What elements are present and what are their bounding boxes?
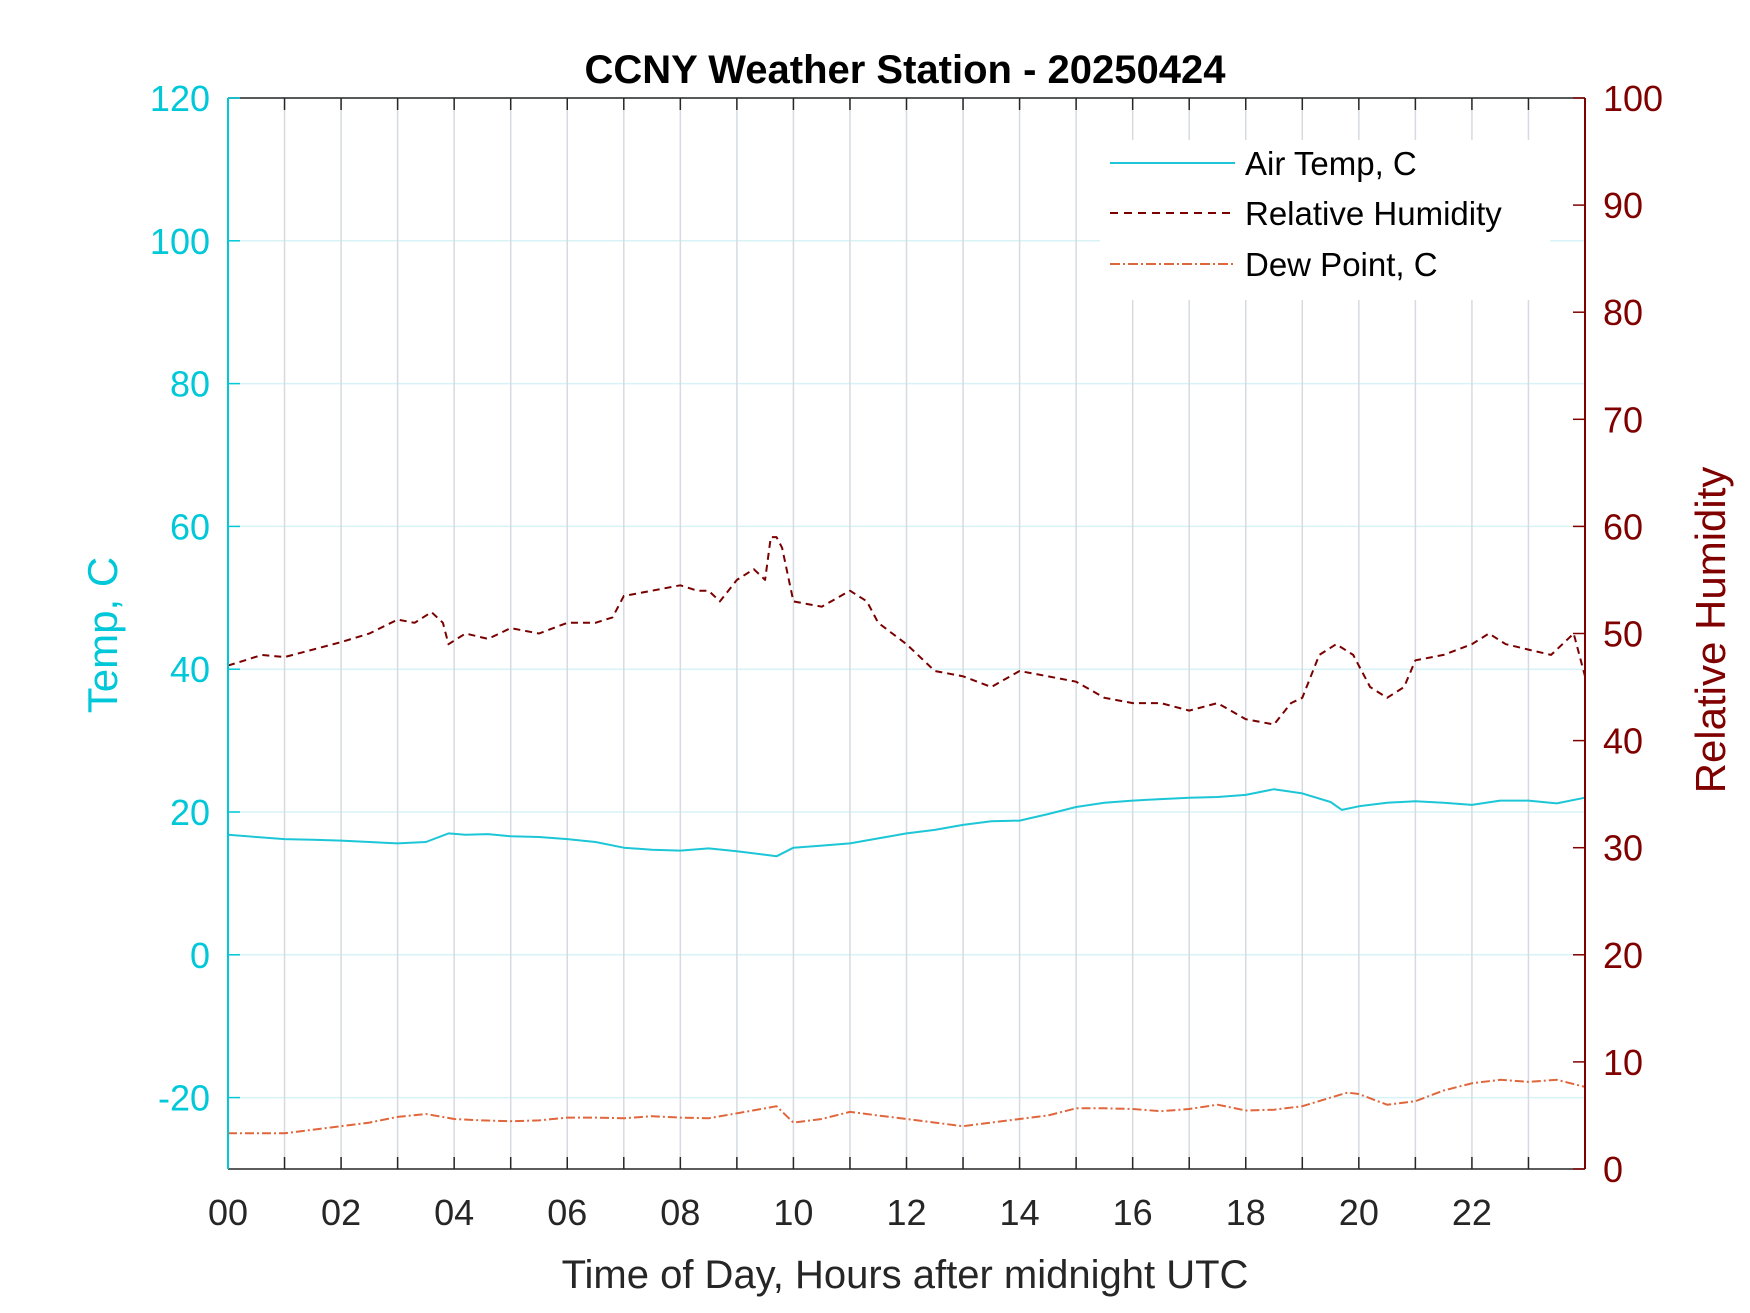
series-relative-humidity-line [227, 536, 1586, 726]
series-layer [227, 536, 1586, 1135]
grid-layer [228, 97, 1585, 1169]
x-tick-label: 06 [547, 1192, 587, 1233]
y-right-tick-label: 100 [1603, 78, 1663, 119]
x-tick-label: 14 [1000, 1192, 1040, 1233]
x-tick-label: 10 [773, 1192, 813, 1233]
y-right-tick-label: 70 [1603, 399, 1643, 440]
y-right-tick-label: 60 [1603, 506, 1643, 547]
y-right-axis-label: Relative Humidity [1687, 467, 1734, 794]
y-left-tick-label: 60 [170, 506, 210, 547]
x-tick-label: 20 [1339, 1192, 1379, 1233]
y-right-tick-label: 0 [1603, 1149, 1623, 1190]
y-right-tick-label: 80 [1603, 292, 1643, 333]
y-left-tick-label: 120 [150, 78, 210, 119]
x-tick-label: 18 [1226, 1192, 1266, 1233]
y-right-tick-label: 50 [1603, 614, 1643, 655]
y-right-tick-label: 40 [1603, 721, 1643, 762]
chart-title: CCNY Weather Station - 20250424 [585, 48, 1227, 92]
x-tick-label: 12 [886, 1192, 926, 1233]
y-right-tick-label: 30 [1603, 828, 1643, 869]
x-tick-label: 22 [1452, 1192, 1492, 1233]
y-left-tick-label: 40 [170, 649, 210, 690]
legend-label-humidity: Relative Humidity [1245, 195, 1502, 232]
x-axis-label: Time of Day, Hours after midnight UTC [562, 1253, 1249, 1297]
x-tick-label: 16 [1113, 1192, 1153, 1233]
legend-label-dew-point: Dew Point, C [1245, 246, 1438, 283]
y-left-tick-label: 80 [170, 364, 210, 405]
x-tick-label: 04 [434, 1192, 474, 1233]
series-dew-point-line [228, 1078, 1586, 1135]
ticks-layer: 00 02 04 06 08 10 12 14 16 18 20 22-200204060801001… [150, 78, 1663, 1233]
legend-label-air-temp: Air Temp, C [1245, 145, 1417, 182]
y-left-tick-label: 100 [150, 221, 210, 262]
y-left-axis-label: Temp, C [79, 557, 126, 713]
legend-background [1100, 140, 1550, 300]
y-right-tick-label: 10 [1603, 1042, 1643, 1083]
y-left-tick-label: 20 [170, 792, 210, 833]
y-left-tick-label: 0 [190, 935, 210, 976]
x-tick-label: 00 [208, 1192, 248, 1233]
y-right-tick-label: 20 [1603, 935, 1643, 976]
y-left-tick-label: -20 [158, 1078, 210, 1119]
series-air-temp-line [227, 788, 1586, 858]
legend: Air Temp, C Relative Humidity Dew Point,… [1100, 140, 1550, 300]
y-right-tick-label: 90 [1603, 185, 1643, 226]
x-tick-label: 02 [321, 1192, 361, 1233]
x-tick-label: 08 [660, 1192, 700, 1233]
